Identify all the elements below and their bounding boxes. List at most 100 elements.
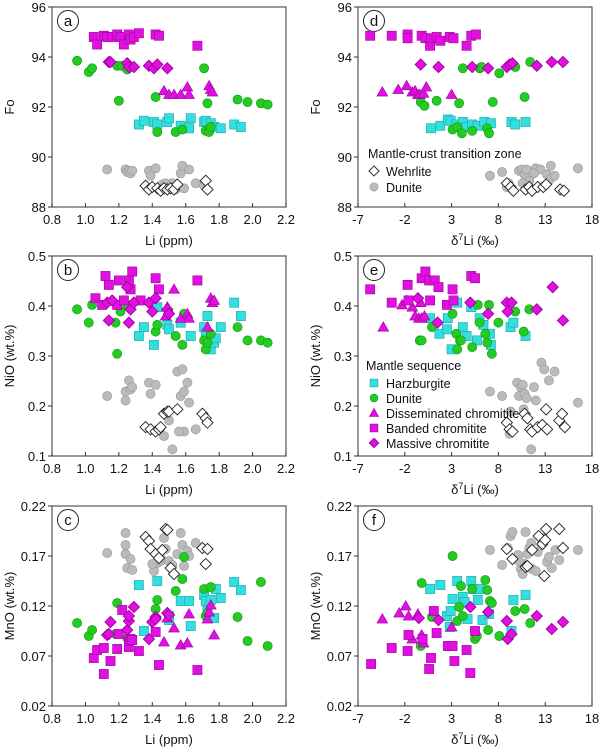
data-point-banded (402, 279, 413, 290)
data-point-banded (461, 40, 472, 51)
panel-e: -7 -2 3 8 13 18 0.1 0.2 0.3 0.4 0.5 δ7Li (‰) NiO (wt… (308, 249, 599, 497)
data-point-wehrlite (538, 569, 551, 583)
data-point-tz_dunite (545, 160, 556, 171)
y-tick-label: 0.17 (327, 549, 352, 564)
data-point-disseminated (183, 312, 195, 323)
data-point-dunite (202, 337, 213, 348)
data-point-banded (428, 606, 439, 616)
panel-letter-circle (57, 10, 79, 32)
data-point-dunite (467, 125, 478, 136)
data-point-dunite (456, 128, 467, 139)
panel-a: 0.8 1.0 1.2 1.4 1.6 1.8 2.0 2.2 88 90 92 94 96 Li (pp… (2, 0, 295, 248)
data-point-tz_dunite (150, 163, 161, 174)
data-point-dunite (484, 128, 494, 139)
data-point-dunite (83, 317, 94, 328)
data-point-banded (105, 656, 116, 666)
series-wehrlite (500, 522, 570, 583)
panel-letter-circle (57, 259, 79, 281)
x-tick-label: 2.0 (244, 461, 262, 476)
data-point-massive (556, 55, 570, 69)
x-tick-label: 8 (495, 461, 502, 476)
data-point-wehrlite (556, 541, 570, 555)
series-wehrlite (500, 177, 571, 197)
data-point-disseminated (158, 84, 170, 96)
data-point-wehrlite (539, 403, 553, 416)
data-point-harzburgite (447, 594, 458, 604)
series-wehrlite (139, 174, 214, 197)
legend-mantle-sequence: Mantle sequence HarzburgiteDuniteDissemin… (366, 359, 519, 451)
diamond-icon (368, 437, 380, 449)
data-point-harzburgite (435, 580, 446, 590)
data-point-dunite (519, 604, 530, 614)
data-point-dunite (232, 94, 243, 105)
data-point-tz_dunite (517, 379, 528, 390)
data-point-massive (122, 609, 136, 623)
data-point-banded (420, 266, 431, 277)
data-point-tz_dunite (497, 560, 508, 570)
x-tick-label: 18 (585, 212, 599, 227)
data-point-massive (162, 608, 176, 622)
data-point-massive (431, 316, 444, 329)
data-point-dunite (518, 326, 529, 337)
data-point-tz_dunite (147, 559, 158, 569)
x-tick-label: -7 (352, 711, 364, 726)
data-point-massive (546, 280, 559, 294)
data-point-tz_dunite (150, 379, 161, 390)
data-point-dunite (454, 98, 464, 109)
data-point-tz_dunite (177, 364, 188, 375)
data-point-banded (118, 295, 129, 306)
data-point-banded (154, 30, 164, 41)
data-point-wehrlite (171, 178, 184, 191)
data-point-wehrlite (558, 420, 572, 434)
data-point-harzburgite (235, 122, 246, 132)
data-point-banded (112, 644, 123, 654)
data-point-disseminated (417, 87, 430, 98)
data-point-tz_dunite (539, 364, 550, 375)
data-point-dunite (494, 631, 505, 641)
data-point-banded (448, 33, 459, 44)
data-point-massive (414, 58, 427, 71)
data-point-harzburgite (472, 595, 483, 605)
data-point-dunite (419, 100, 430, 111)
x-tick-label: 3 (448, 212, 455, 227)
data-point-wehrlite (521, 559, 534, 573)
data-point-banded (365, 284, 376, 295)
data-point-harzburgite (508, 595, 519, 605)
data-point-dunite (457, 63, 468, 74)
data-point-disseminated (445, 88, 458, 99)
data-point-banded (386, 30, 397, 41)
x-axis-title: Li (ppm) (145, 732, 193, 747)
data-point-tz_dunite (145, 170, 156, 181)
data-point-massive (104, 615, 117, 629)
data-point-dunite (113, 95, 124, 106)
series-dunite (72, 55, 273, 137)
x-tick-label: 2.2 (277, 212, 295, 227)
data-point-dunite (262, 337, 273, 348)
data-point-disseminated (445, 620, 458, 632)
data-point-dunite (493, 317, 504, 328)
data-point-banded (113, 275, 124, 286)
square-icon (369, 378, 379, 388)
series-banded (88, 605, 203, 679)
data-point-disseminated (399, 599, 412, 611)
y-tick-label: 0.12 (21, 599, 46, 614)
data-point-banded (366, 659, 377, 669)
panel-letter: e (370, 262, 378, 279)
data-point-tz_dunite (507, 527, 518, 537)
x-axis: -7 -2 3 8 13 18 (352, 702, 599, 726)
data-point-dunite (202, 98, 213, 109)
data-point-disseminated (203, 605, 216, 617)
data-point-dunite (262, 99, 273, 110)
data-point-dunite (474, 317, 485, 328)
data-point-dunite (482, 337, 493, 348)
data-point-harzburgite (235, 585, 246, 595)
data-point-disseminated (183, 88, 195, 99)
y-tick-label: 94 (32, 50, 46, 65)
data-point-tz_dunite (179, 561, 189, 571)
data-point-massive (465, 60, 479, 74)
x-tick-label: 18 (585, 711, 599, 726)
data-point-massive (481, 307, 495, 321)
y-tick-label: 0.5 (334, 249, 352, 264)
data-point-harzburgite (520, 590, 531, 600)
y-tick-label: 0.02 (327, 699, 352, 714)
